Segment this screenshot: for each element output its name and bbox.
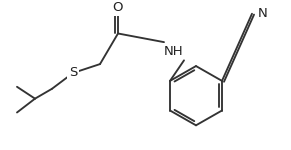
Text: S: S xyxy=(69,66,77,80)
Text: N: N xyxy=(258,7,268,20)
Text: NH: NH xyxy=(164,45,184,58)
Text: O: O xyxy=(113,1,123,14)
